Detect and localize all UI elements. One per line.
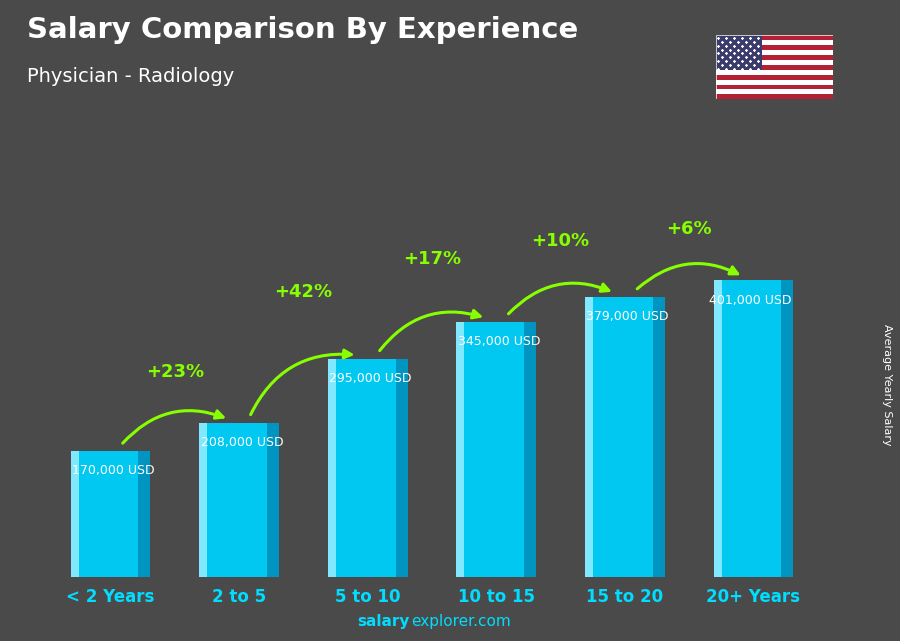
Bar (336, 359, 396, 577)
Text: 170,000 USD: 170,000 USD (72, 465, 155, 478)
Bar (267, 423, 279, 577)
Bar (716, 60, 832, 65)
Bar (139, 451, 150, 577)
Bar (71, 451, 78, 577)
Text: explorer.com: explorer.com (411, 615, 511, 629)
FancyArrowPatch shape (122, 411, 223, 443)
FancyArrowPatch shape (508, 283, 608, 314)
Text: +17%: +17% (403, 250, 461, 268)
Text: +6%: +6% (666, 220, 712, 238)
Bar (716, 45, 832, 50)
Bar (716, 70, 832, 75)
Bar (716, 55, 832, 60)
FancyArrowPatch shape (250, 350, 351, 415)
Bar (716, 75, 832, 79)
Bar (716, 65, 832, 70)
FancyArrowPatch shape (380, 310, 480, 351)
Bar (396, 359, 408, 577)
Text: 379,000 USD: 379,000 USD (586, 310, 669, 323)
FancyArrowPatch shape (637, 263, 738, 289)
Bar (716, 79, 832, 85)
Bar (722, 280, 781, 577)
Bar (585, 297, 593, 577)
Bar (456, 322, 464, 577)
Bar (716, 40, 832, 45)
Bar (593, 297, 652, 577)
Text: salary: salary (357, 615, 410, 629)
Text: +23%: +23% (146, 363, 204, 381)
Bar (781, 280, 793, 577)
Text: Salary Comparison By Experience: Salary Comparison By Experience (27, 16, 578, 44)
Text: Physician - Radiology: Physician - Radiology (27, 67, 234, 87)
Bar (464, 322, 524, 577)
Bar (652, 297, 665, 577)
Bar (78, 451, 139, 577)
Text: 401,000 USD: 401,000 USD (709, 294, 792, 306)
Text: Average Yearly Salary: Average Yearly Salary (881, 324, 892, 445)
Bar (716, 50, 832, 55)
Text: 345,000 USD: 345,000 USD (458, 335, 540, 348)
Text: 295,000 USD: 295,000 USD (329, 372, 411, 385)
Bar (716, 94, 832, 99)
Text: 208,000 USD: 208,000 USD (201, 437, 284, 449)
Bar (716, 35, 832, 40)
Bar (328, 359, 336, 577)
Bar (716, 35, 762, 70)
Bar (714, 280, 722, 577)
Bar (716, 90, 832, 94)
Bar (207, 423, 267, 577)
Bar (524, 322, 536, 577)
Text: +10%: +10% (532, 233, 590, 251)
Bar (716, 85, 832, 90)
Bar (199, 423, 207, 577)
Text: +42%: +42% (274, 283, 332, 301)
